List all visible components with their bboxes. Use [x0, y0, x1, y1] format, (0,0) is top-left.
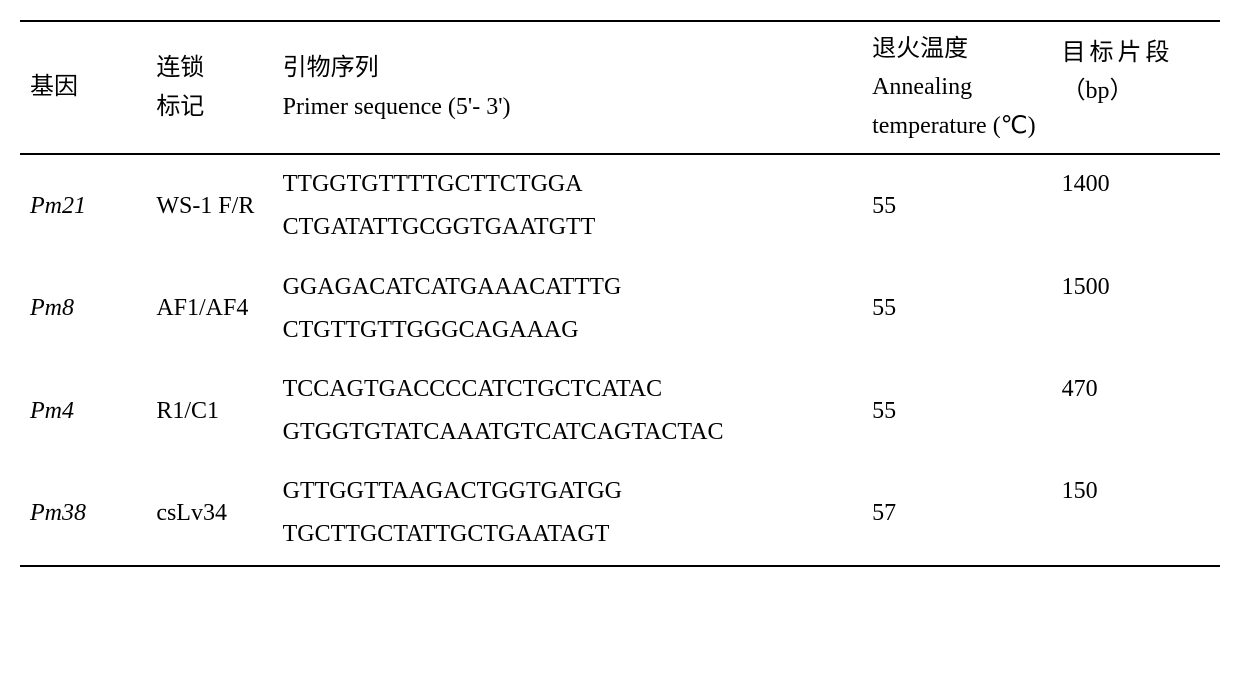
table-row: Pm8 AF1/AF4 GGAGACATCATGAAACATTTGCTGTTGT… — [20, 258, 1220, 360]
cell-bp: 1500 — [1052, 258, 1220, 360]
cell-bp: 150 — [1052, 462, 1220, 565]
cell-gene: Pm38 — [20, 462, 146, 565]
table-row: Pm38 csLv34 GTTGGTTAAGACTGGTGATGGTGCTTGC… — [20, 462, 1220, 565]
header-temp: 退火温度 Annealing temperature (℃) — [862, 21, 1051, 154]
cell-temp: 55 — [862, 154, 1051, 257]
cell-primer: TCCAGTGACCCCATCTGCTCATACGTGGTGTATCAAATGT… — [273, 360, 862, 462]
header-temp-cn: 退火温度 — [872, 36, 968, 62]
header-primer: 引物序列 Primer sequence (5'- 3') — [273, 21, 862, 154]
cell-primer: GGAGACATCATGAAACATTTGCTGTTGTTGGGCAGAAAG — [273, 258, 862, 360]
header-gene-label: 基因 — [30, 74, 78, 100]
header-temp-en: Annealing temperature (℃) — [872, 74, 1036, 138]
cell-temp: 55 — [862, 258, 1051, 360]
header-primer-cn: 引物序列 — [283, 55, 379, 81]
cell-marker: AF1/AF4 — [146, 258, 272, 360]
header-bp: 目标片段 （bp） — [1052, 21, 1220, 154]
cell-gene: Pm4 — [20, 360, 146, 462]
table-row: Pm21 WS-1 F/R TTGGTGTTTTGCTTCTGGACTGATAT… — [20, 154, 1220, 257]
cell-marker: csLv34 — [146, 462, 272, 565]
header-bp-unit: （bp） — [1062, 78, 1134, 104]
header-primer-en: Primer sequence (5'- 3') — [283, 94, 511, 120]
cell-primer: TTGGTGTTTTGCTTCTGGACTGATATTGCGGTGAATGTT — [273, 154, 862, 257]
cell-bp: 470 — [1052, 360, 1220, 462]
header-marker-cn: 连锁标记 — [156, 55, 204, 119]
cell-primer: GTTGGTTAAGACTGGTGATGGTGCTTGCTATTGCTGAATA… — [273, 462, 862, 565]
cell-bp: 1400 — [1052, 154, 1220, 257]
cell-temp: 55 — [862, 360, 1051, 462]
cell-gene: Pm21 — [20, 154, 146, 257]
table-body: Pm21 WS-1 F/R TTGGTGTTTTGCTTCTGGACTGATAT… — [20, 154, 1220, 566]
table-row: Pm4 R1/C1 TCCAGTGACCCCATCTGCTCATACGTGGTG… — [20, 360, 1220, 462]
cell-marker: R1/C1 — [146, 360, 272, 462]
primer-table: 基因 连锁标记 引物序列 Primer sequence (5'- 3') 退火… — [20, 20, 1220, 567]
cell-gene: Pm8 — [20, 258, 146, 360]
header-bp-cn: 目标片段 — [1062, 40, 1174, 66]
header-gene: 基因 — [20, 21, 146, 154]
cell-marker: WS-1 F/R — [146, 154, 272, 257]
header-marker: 连锁标记 — [146, 21, 272, 154]
cell-temp: 57 — [862, 462, 1051, 565]
header-row: 基因 连锁标记 引物序列 Primer sequence (5'- 3') 退火… — [20, 21, 1220, 154]
